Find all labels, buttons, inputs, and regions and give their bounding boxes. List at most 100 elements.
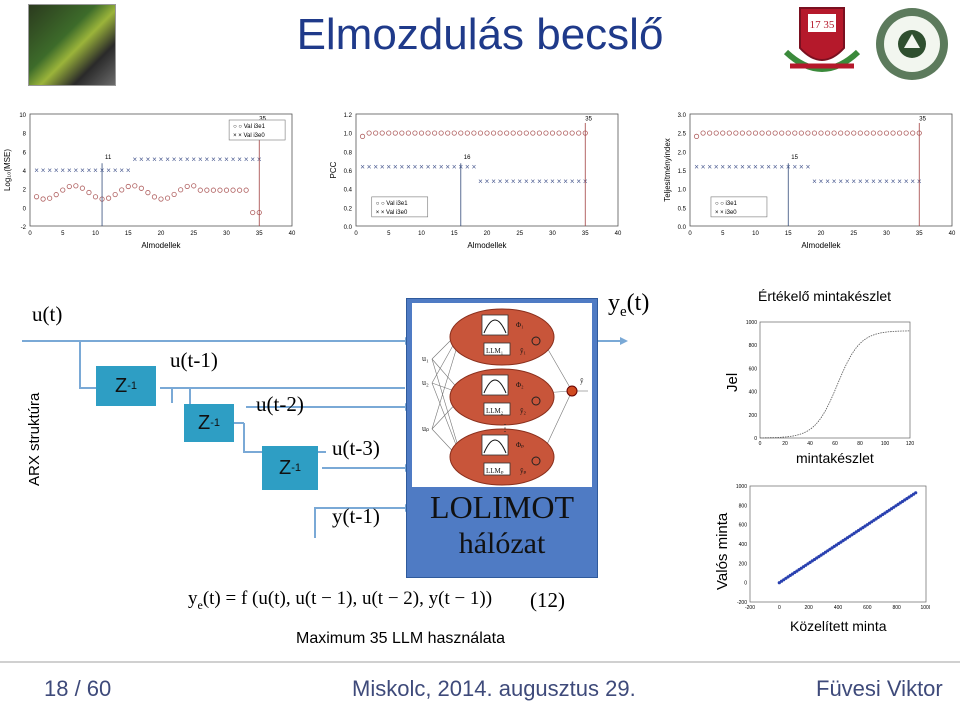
top-plot-ytick: 0.5 (678, 206, 687, 212)
top-plot-annot: 16 (464, 155, 471, 161)
top-plot-xtick: 0 (354, 231, 358, 237)
svg-text:×: × (707, 163, 712, 172)
svg-text:ŷ₁: ŷ₁ (520, 347, 526, 355)
svg-text:×: × (478, 177, 483, 186)
svg-text:×: × (563, 177, 568, 186)
svg-text:×: × (760, 163, 765, 172)
svg-text:200: 200 (739, 561, 748, 567)
top-plot-xtick: 25 (190, 231, 197, 237)
svg-text:×: × (360, 163, 365, 172)
svg-text:LLM₂: LLM₂ (486, 407, 504, 415)
svg-text:×: × (146, 155, 151, 164)
delay-block-2: Z -1 (184, 404, 234, 442)
delay-block-3: Z -1 (262, 446, 318, 490)
svg-text:×: × (218, 155, 223, 164)
svg-text:×: × (701, 163, 706, 172)
lolimot-title: LOLIMOT (430, 489, 574, 525)
svg-text:800: 800 (749, 343, 758, 349)
svg-text:LLM₁: LLM₁ (486, 347, 503, 355)
svg-text:× × Val i3e0: × × Val i3e0 (233, 133, 265, 139)
svg-text:0: 0 (754, 436, 757, 442)
svg-text:100: 100 (881, 441, 890, 447)
svg-text:×: × (537, 177, 542, 186)
svg-text:×: × (819, 177, 824, 186)
svg-text:600: 600 (863, 605, 872, 611)
svg-text:×: × (799, 163, 804, 172)
svg-text:○ ○ Val i3e1: ○ ○ Val i3e1 (376, 201, 408, 207)
right-bottom-ylabel: Valós minta (714, 512, 731, 590)
svg-text:1000: 1000 (736, 484, 747, 490)
university-crest-logo: 17 35 (783, 7, 861, 72)
svg-text:×: × (400, 163, 405, 172)
top-plot-ytick: 0.0 (344, 225, 353, 231)
svg-text:400: 400 (739, 542, 748, 548)
svg-text:×: × (531, 177, 536, 186)
delay-block-1: Z -1 (96, 366, 156, 406)
svg-text:×: × (413, 163, 418, 172)
svg-text:×: × (67, 166, 72, 175)
svg-text:20: 20 (782, 441, 788, 447)
svg-text:×: × (753, 163, 758, 172)
svg-text:60: 60 (832, 441, 838, 447)
svg-text:×: × (54, 166, 59, 175)
top-plot-ytick: 0 (23, 206, 27, 212)
top-plot-xtick: 35 (582, 231, 589, 237)
svg-text:×: × (851, 177, 856, 186)
svg-text:×: × (714, 163, 719, 172)
top-plot-ytick: 1.0 (678, 188, 687, 194)
svg-text:×: × (191, 155, 196, 164)
top-plot-annot: 35 (585, 117, 592, 123)
svg-text:×: × (373, 163, 378, 172)
svg-text:uₚ: uₚ (422, 424, 429, 433)
svg-text:×: × (779, 163, 784, 172)
svg-text:×: × (498, 177, 503, 186)
u-t3-label: u(t-3) (332, 436, 380, 460)
svg-text:40: 40 (807, 441, 813, 447)
svg-text:×: × (74, 166, 79, 175)
svg-text:×: × (34, 166, 39, 175)
svg-text:×: × (211, 155, 216, 164)
svg-text:×: × (87, 166, 92, 175)
svg-text:ŷ: ŷ (580, 377, 584, 385)
footer-place-date: Miskolc, 2014. augusztus 29. (352, 676, 636, 701)
svg-text:1000: 1000 (920, 605, 930, 611)
svg-text:×: × (865, 177, 870, 186)
top-plot-ytick: 8 (23, 132, 27, 138)
svg-text:400: 400 (749, 390, 758, 396)
svg-text:×: × (406, 163, 411, 172)
svg-text:×: × (694, 163, 699, 172)
svg-text:-200: -200 (745, 605, 755, 611)
svg-text:×: × (172, 155, 177, 164)
svg-text:×: × (792, 163, 797, 172)
top-plot-ytick: 3.0 (678, 113, 687, 119)
u-t-label: u(t) (32, 302, 63, 326)
svg-text:×: × (485, 177, 490, 186)
svg-text:×: × (198, 155, 203, 164)
svg-text:×: × (445, 163, 450, 172)
svg-text:×: × (576, 177, 581, 186)
svg-text:200: 200 (804, 605, 813, 611)
top-plot-xtick: 5 (721, 231, 725, 237)
svg-text:× × i3e0: × × i3e0 (715, 210, 737, 216)
svg-text:○ ○ i3e1: ○ ○ i3e1 (715, 201, 738, 207)
svg-text:×: × (419, 163, 424, 172)
svg-text:ŷₚ: ŷₚ (520, 467, 527, 475)
svg-text:×: × (891, 177, 896, 186)
svg-text:×: × (465, 163, 470, 172)
svg-text:×: × (132, 155, 137, 164)
top-plot-xtick: 25 (850, 231, 857, 237)
top-plot-xtick: 20 (484, 231, 491, 237)
svg-text:×: × (720, 163, 725, 172)
svg-text:×: × (393, 163, 398, 172)
svg-text:×: × (727, 163, 732, 172)
svg-text:×: × (570, 177, 575, 186)
svg-text:×: × (766, 163, 771, 172)
svg-text:×: × (832, 177, 837, 186)
svg-text:×: × (152, 155, 157, 164)
top-plot-xtick: 35 (256, 231, 263, 237)
svg-text:Φ₂: Φ₂ (516, 381, 524, 389)
svg-text:0: 0 (778, 605, 781, 611)
top-plot-ytick: 2.0 (678, 150, 687, 156)
top-plot-xtick: 30 (883, 231, 890, 237)
